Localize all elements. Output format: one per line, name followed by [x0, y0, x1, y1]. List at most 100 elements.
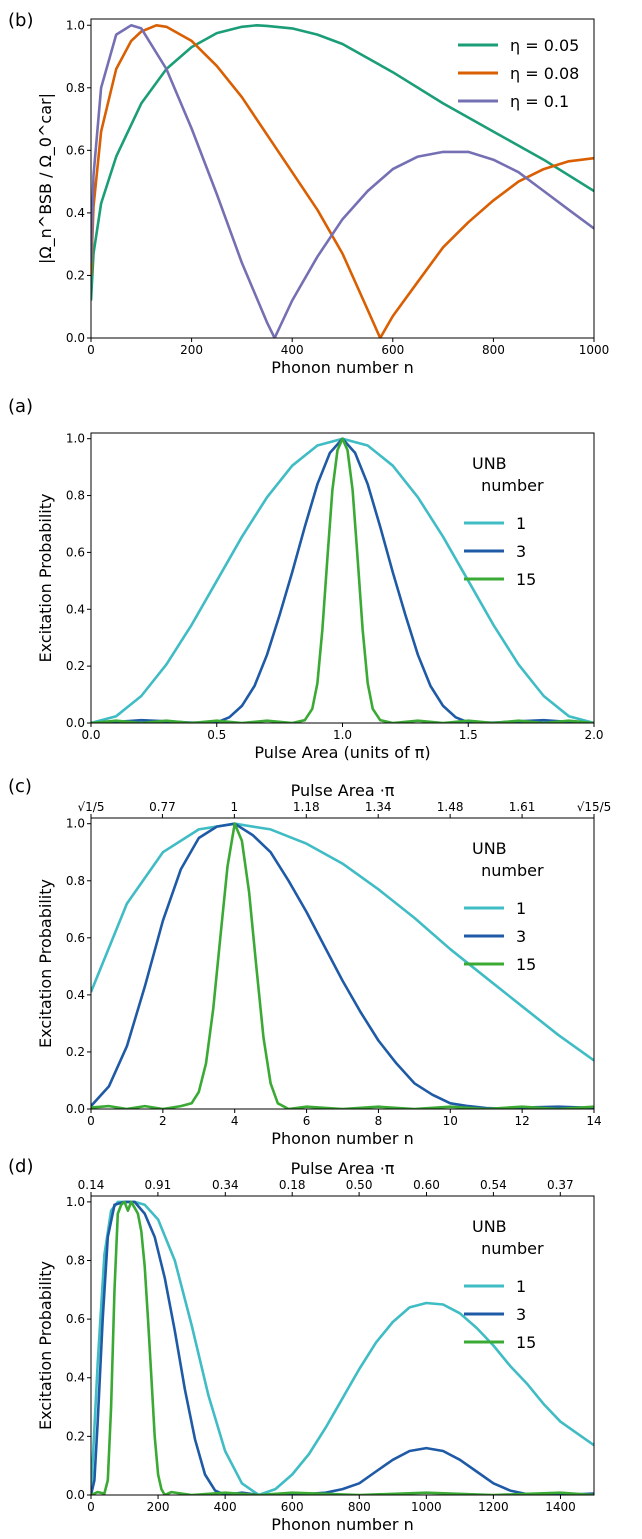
chart-panel-a: (a)0.0 0.5 1.0 1.5 2.00.00.20.40.60.81.0Puls… [8, 396, 604, 762]
series-line-15 [91, 1200, 594, 1495]
plot-frame [90, 18, 595, 339]
top-tick-label: 0.37 [547, 1178, 574, 1192]
legend: η = 0.05 η = 0.08 η = 0.1 [458, 36, 579, 111]
x-tick-label: 400 [281, 343, 304, 357]
x-tick-label: 400 [214, 1500, 237, 1514]
legend-title: UNB number [472, 839, 544, 880]
series-group [91, 437, 594, 723]
legend: UNB number 1 3 15 [464, 839, 544, 974]
x-axis-label: Pulse Area (units of π) [254, 743, 430, 762]
x-tick-label: 1.5 [459, 728, 478, 742]
panel-label: (d) [8, 1156, 33, 1177]
y-tick-label: 0.4 [66, 602, 85, 616]
legend-entry-label: 15 [516, 1333, 536, 1352]
legend-entry-label: η = 0.05 [510, 36, 579, 55]
y-tick-label: 0.6 [66, 1312, 85, 1326]
legend: UNB number 1 3 15 [464, 454, 544, 589]
top-tick-label: 0.50 [346, 1178, 373, 1192]
y-axis-label: Excitation Probability [36, 494, 55, 663]
x-tick-label: 800 [348, 1500, 371, 1514]
x-tick-label: 1400 [545, 1500, 576, 1514]
legend-title-line: number [476, 476, 544, 495]
y-tick-label: 0.8 [66, 874, 85, 888]
x-tick-label: 0 [87, 1500, 95, 1514]
legend-title: UNB number [472, 454, 544, 495]
top-tick-label: 1.48 [437, 800, 464, 814]
x-tick-label: 2.0 [584, 728, 603, 742]
x-tick-label: 800 [482, 343, 505, 357]
x-tick-label: 6 [303, 1114, 311, 1128]
top-tick-label: 0.14 [78, 1178, 105, 1192]
plot-frame [90, 1195, 595, 1496]
top-tick-label: 1.61 [509, 800, 536, 814]
y-tick-label: 0.4 [66, 988, 85, 1002]
panel-label: (c) [8, 776, 32, 797]
x-tick-label: 0 [87, 343, 95, 357]
x-axis-label: Phonon number n [271, 358, 413, 377]
y-tick-label: 0.4 [66, 206, 85, 220]
top-tick-label: 1.34 [365, 800, 392, 814]
series-group [91, 24, 594, 338]
y-axis-label: Excitation Probability [36, 879, 55, 1048]
legend-entry-label: 3 [516, 542, 526, 561]
x-tick-label: 2 [159, 1114, 167, 1128]
top-tick-label: 0.77 [149, 800, 176, 814]
y-tick-label: 1.0 [66, 1195, 85, 1209]
y-axis-label: |Ω_n^BSB / Ω_0^car| [36, 93, 56, 264]
y-tick-label: 0.8 [66, 1253, 85, 1267]
series-group [91, 822, 594, 1109]
legend: UNB number 1 3 15 [464, 1217, 544, 1352]
y-tick-label: 0.0 [66, 1102, 85, 1116]
legend-entry-label: η = 0.1 [510, 92, 569, 111]
x-tick-label: 0.0 [81, 728, 100, 742]
x-tick-label: 1000 [411, 1500, 442, 1514]
series-line-15 [91, 822, 594, 1109]
legend-title-line: number [476, 1239, 544, 1258]
x-tick-label: 600 [281, 1500, 304, 1514]
panel-label: (a) [8, 396, 33, 417]
panel-label: (b) [8, 10, 33, 31]
legend-entry-label: η = 0.08 [510, 64, 579, 83]
y-tick-label: 1.0 [66, 817, 85, 831]
legend-entry-label: 15 [516, 570, 536, 589]
series-line-1 [91, 822, 594, 1062]
y-tick-label: 0.2 [66, 1045, 85, 1059]
legend-title-line: UNB [472, 839, 507, 858]
x-tick-label: 200 [147, 1500, 170, 1514]
x-tick-label: 600 [381, 343, 404, 357]
legend-entry-label: 3 [516, 1305, 526, 1324]
y-tick-label: 0.2 [66, 1429, 85, 1443]
x-axis-label: Phonon number n [271, 1515, 413, 1534]
x-tick-label: 10 [443, 1114, 458, 1128]
y-tick-label: 1.0 [66, 18, 85, 32]
top-axis-label: Pulse Area ·π [291, 781, 395, 800]
series-line--0-1 [91, 24, 594, 338]
x-tick-label: 4 [231, 1114, 239, 1128]
y-tick-label: 0.2 [66, 659, 85, 673]
y-axis-label: Excitation Probability [36, 1261, 55, 1430]
top-tick-label: √1/5 [78, 800, 105, 814]
legend-entry-label: 15 [516, 955, 536, 974]
series-line-15 [91, 437, 594, 723]
x-tick-label: 1200 [478, 1500, 509, 1514]
top-tick-label: 0.91 [145, 1178, 172, 1192]
legend-title-line: number [476, 861, 544, 880]
top-tick-label: √15/5 [577, 800, 612, 814]
y-tick-label: 0.8 [66, 81, 85, 95]
series-line--0-05 [91, 24, 594, 301]
x-tick-label: 1000 [579, 343, 610, 357]
x-tick-label: 14 [586, 1114, 601, 1128]
top-tick-label: 1.18 [293, 800, 320, 814]
x-tick-label: 1.0 [333, 728, 352, 742]
y-tick-label: 1.0 [66, 432, 85, 446]
chart-panel-b: (b) 0 200 400 600 800 1000 0.0 0.2 0.4 0.6 0.8 1.0 Ph… [8, 10, 609, 377]
chart-panel-d: (d) 0 200 400 600 800 1000 1200 1400 0.0 0.2 0.4 0.6… [8, 1156, 595, 1534]
y-tick-label: 0.0 [66, 1488, 85, 1502]
x-tick-label: 12 [515, 1114, 530, 1128]
x-tick-label: 0.5 [207, 728, 226, 742]
chart-panel-c: (c) 0 2 4 6 8 10 12 14 0.0 0.2 0.4 0.6 0.8 1.0 Phonon n… [8, 776, 611, 1148]
legend-entry-label: 1 [516, 899, 526, 918]
x-axis-label: Phonon number n [271, 1129, 413, 1148]
y-tick-label: 0.0 [66, 716, 85, 730]
